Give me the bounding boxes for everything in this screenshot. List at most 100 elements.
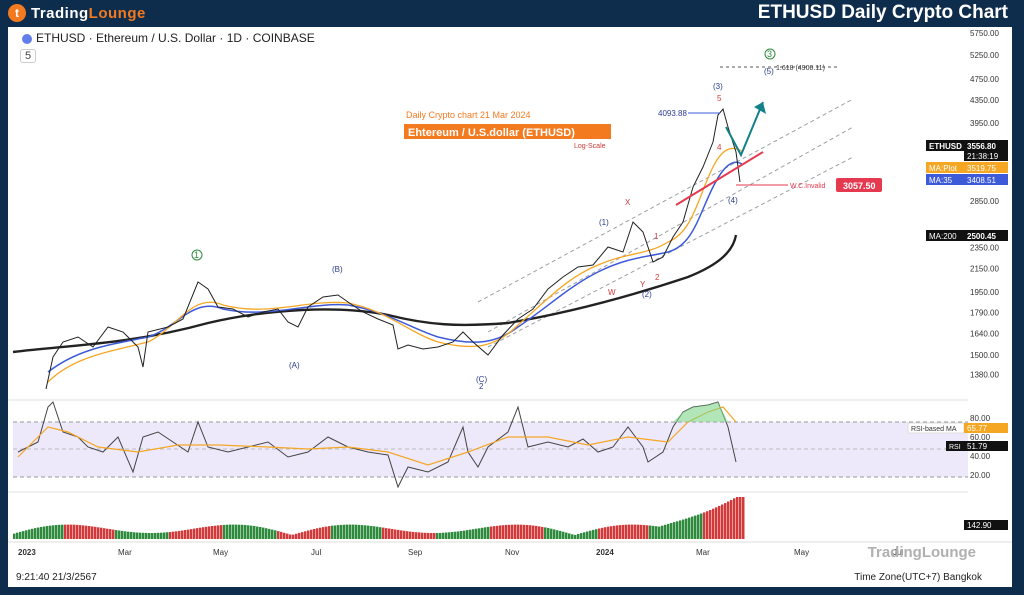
histogram-bar xyxy=(127,531,130,539)
chart-panel[interactable]: 1 3 (3) (5) (4) (1) (2) (B) (A) (C) 2 5 … xyxy=(8,27,1012,587)
histogram-bar xyxy=(334,525,337,539)
histogram-bar xyxy=(58,524,61,539)
histogram-bar xyxy=(421,532,424,539)
histogram-bar xyxy=(283,532,286,539)
badge-ma35-label: MA:35 xyxy=(929,176,953,185)
histogram-bar xyxy=(394,529,397,539)
wave-label: W xyxy=(608,288,616,297)
histogram-bar xyxy=(682,519,685,539)
histogram-bar xyxy=(616,525,619,539)
histogram-bar xyxy=(187,529,190,539)
chart-svg[interactable]: 1 3 (3) (5) (4) (1) (2) (B) (A) (C) 2 5 … xyxy=(8,27,1012,587)
histogram-bar xyxy=(736,497,739,539)
badge-rsima-value: 65.77 xyxy=(967,424,988,433)
channel-mid xyxy=(487,126,854,333)
symbol-header[interactable]: ETHUSD · Ethereum / U.S. Dollar · 1D · C… xyxy=(22,31,315,45)
histogram-bar xyxy=(454,531,457,539)
badge-timer: 21:38:19 xyxy=(967,152,999,161)
histogram-bar xyxy=(280,531,283,539)
histogram-bar xyxy=(106,528,109,539)
histogram-bar xyxy=(457,531,460,539)
histogram-bar xyxy=(667,523,670,539)
histogram-bar xyxy=(631,524,634,539)
histogram-bar xyxy=(97,527,100,539)
histogram-bar xyxy=(364,525,367,539)
badge-rsi-label-bg xyxy=(946,441,964,451)
histogram-bar xyxy=(715,507,718,539)
badge-ma200-label: MA:200 xyxy=(929,232,957,241)
histogram-bar xyxy=(625,524,628,539)
histogram-bar xyxy=(700,513,703,539)
histogram-bar xyxy=(223,524,226,539)
histogram-bar xyxy=(583,532,586,539)
time-tick-label: Mar xyxy=(696,548,710,557)
price-tick-label: 1790.00 xyxy=(970,309,999,318)
histogram-bar xyxy=(451,532,454,539)
badge-hist-value: 142.90 xyxy=(967,521,992,530)
badge-ma35-label-bg xyxy=(926,174,964,185)
time-tick-label: Mar xyxy=(118,548,132,557)
histogram-bar xyxy=(64,524,67,539)
histogram-bar xyxy=(418,532,421,539)
histogram-bar xyxy=(655,526,658,539)
badge-ethusd-value-bg xyxy=(964,140,1008,151)
price-tick-label: 4750.00 xyxy=(970,75,999,84)
histogram-bar xyxy=(151,533,154,539)
histogram-bar xyxy=(724,503,727,539)
badge-hist-bg xyxy=(964,520,1008,530)
timezone-label[interactable]: Time Zone(UTC+7) Bangkok xyxy=(854,572,982,583)
badge-rsi-label: RSI xyxy=(949,444,961,451)
histogram-bar xyxy=(505,524,508,539)
wave-label: 4 xyxy=(717,143,722,152)
histogram-bar xyxy=(358,524,361,539)
histogram-bar xyxy=(346,524,349,539)
histogram-bar xyxy=(91,526,94,539)
histogram-bar xyxy=(352,524,355,539)
annotation-scale: Log-Scale xyxy=(574,143,606,150)
histogram-bar xyxy=(145,532,148,539)
histogram-bar xyxy=(409,531,412,539)
interval-selector[interactable]: 5 xyxy=(20,49,37,63)
badge-ethusd-value: 3556.80 xyxy=(967,142,996,151)
histogram-bar xyxy=(718,506,721,539)
histogram-bar xyxy=(100,527,103,539)
histogram-bar xyxy=(217,525,220,539)
badge-maplot-label: MA:Plot xyxy=(929,164,958,173)
annotation-name-box xyxy=(404,124,611,139)
annotation-date: Daily Crypto chart 21 Mar 2024 xyxy=(406,110,531,120)
symbol-line: ETHUSD · Ethereum / U.S. Dollar · 1D · C… xyxy=(36,31,315,45)
peak-label: 4093.88 xyxy=(658,109,687,118)
histogram-bar xyxy=(601,527,604,539)
histogram-bar xyxy=(172,531,175,539)
histogram-bar xyxy=(610,526,613,539)
rsi-ma-line xyxy=(17,406,737,466)
histogram-bar xyxy=(313,529,316,539)
histogram-bar xyxy=(466,530,469,539)
histogram-bar xyxy=(676,521,679,539)
badge-rsi-value: 51.79 xyxy=(967,442,988,451)
histogram-bar xyxy=(475,528,478,539)
histogram-bar xyxy=(118,530,121,539)
histogram-bar xyxy=(679,520,682,539)
wave-label: 5 xyxy=(717,94,722,103)
ethereum-icon xyxy=(22,33,32,44)
histogram-bar xyxy=(496,525,499,539)
histogram-bar xyxy=(238,524,241,539)
histogram-bar xyxy=(463,530,466,539)
histogram-bar xyxy=(640,524,643,539)
histogram-bar xyxy=(226,524,229,539)
histogram-bar xyxy=(532,525,535,539)
histogram-bar xyxy=(241,524,244,539)
histogram-bar xyxy=(565,532,568,539)
histogram-bar xyxy=(709,510,712,539)
histogram-bar xyxy=(553,529,556,539)
histogram-bar xyxy=(133,532,136,539)
histogram-bar xyxy=(16,532,19,539)
histogram-bar xyxy=(361,525,364,539)
badge-ethusd-label-bg xyxy=(926,140,964,151)
histogram-bar xyxy=(652,525,655,539)
histogram-bar xyxy=(310,529,313,539)
wave-label: Y xyxy=(640,280,646,289)
histogram-bar xyxy=(298,532,301,539)
badge-ethusd-label: ETHUSD xyxy=(929,142,962,151)
